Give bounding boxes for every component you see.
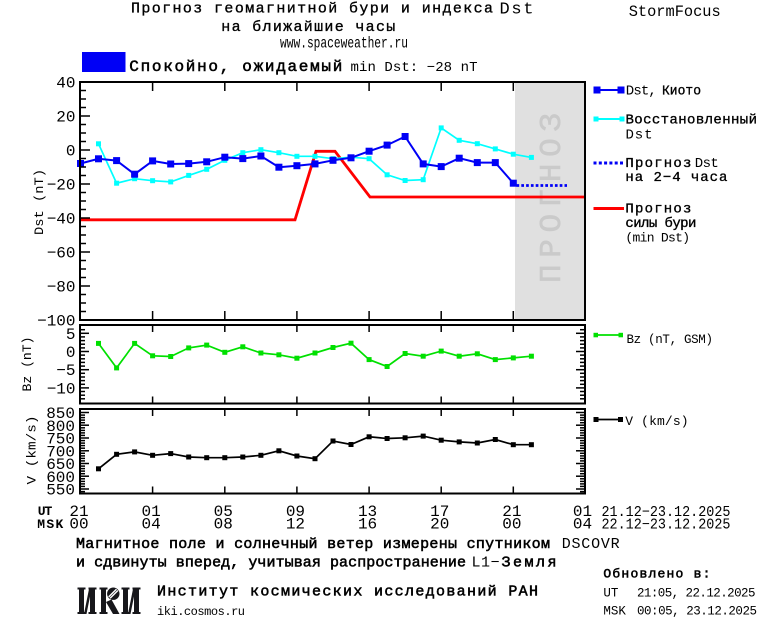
svg-text:12: 12 bbox=[286, 516, 305, 534]
svg-text:Обновлено в:: Обновлено в: bbox=[603, 566, 710, 581]
svg-text:силы бури: силы бури bbox=[625, 215, 696, 232]
svg-text:min Dst: −28 nT: min Dst: −28 nT bbox=[351, 60, 478, 76]
svg-text:750: 750 bbox=[46, 431, 75, 449]
svg-text:на ближайшие часы: на ближайшие часы bbox=[221, 19, 395, 36]
svg-text:700: 700 bbox=[46, 443, 75, 461]
svg-text:20: 20 bbox=[430, 516, 449, 534]
svg-text:600: 600 bbox=[46, 469, 75, 487]
svg-text:Прогноз геомагнитной бури и ин: Прогноз геомагнитной бури и индекса bbox=[131, 1, 493, 18]
svg-text:(min Dst): (min Dst) bbox=[625, 230, 690, 245]
svg-text:Bz (nT): Bz (nT) bbox=[20, 337, 35, 392]
svg-text:21.12−23.12.2025: 21.12−23.12.2025 bbox=[602, 505, 731, 521]
svg-text:Dst: Dst bbox=[500, 1, 534, 20]
svg-text:650: 650 bbox=[46, 456, 75, 474]
svg-text:21:05, 22.12.2025: 21:05, 22.12.2025 bbox=[637, 586, 756, 600]
svg-text:850: 850 bbox=[46, 405, 75, 423]
svg-text:Dst: Dst bbox=[626, 127, 653, 143]
svg-text:Dst (nT): Dst (nT) bbox=[32, 169, 47, 235]
svg-text:00: 00 bbox=[69, 516, 88, 534]
svg-text:−100: −100 bbox=[37, 313, 75, 331]
svg-text:iki.cosmos.ru: iki.cosmos.ru bbox=[157, 605, 245, 619]
svg-text:Прогноз: Прогноз bbox=[625, 201, 691, 217]
svg-text:0: 0 bbox=[66, 344, 76, 362]
svg-text:04: 04 bbox=[573, 516, 592, 534]
svg-text:Dst: Dst bbox=[695, 156, 719, 172]
svg-text:−60: −60 bbox=[47, 245, 76, 263]
svg-text:5: 5 bbox=[66, 326, 76, 344]
svg-text:L1−: L1− bbox=[472, 555, 500, 572]
svg-text:08: 08 bbox=[214, 516, 233, 534]
svg-text:Dst,: Dst, bbox=[626, 84, 657, 100]
svg-text:Магнитное поле и солнечный вет: Магнитное поле и солнечный ветер измерен… bbox=[76, 536, 550, 553]
svg-text:22.12−23.12.2025: 22.12−23.12.2025 bbox=[602, 518, 731, 534]
svg-text:UT: UT bbox=[603, 586, 619, 600]
svg-text:800: 800 bbox=[46, 418, 75, 436]
svg-text:20: 20 bbox=[56, 109, 75, 127]
svg-text:и сдвинуты вперед, учитывая ра: и сдвинуты вперед, учитывая распростране… bbox=[76, 555, 466, 572]
svg-text:01: 01 bbox=[573, 503, 592, 521]
svg-text:21: 21 bbox=[69, 503, 88, 521]
svg-text:−40: −40 bbox=[47, 211, 76, 229]
svg-text:DSCOVR: DSCOVR bbox=[562, 536, 620, 553]
svg-text:MSK: MSK bbox=[603, 605, 626, 619]
svg-text:00: 00 bbox=[502, 516, 521, 534]
svg-text:Прогноз: Прогноз bbox=[625, 156, 691, 172]
svg-text:−20: −20 bbox=[47, 177, 76, 195]
svg-text:16: 16 bbox=[358, 516, 377, 534]
svg-text:550: 550 bbox=[46, 482, 75, 500]
svg-text:40: 40 bbox=[56, 75, 75, 93]
svg-text:www.spaceweather.ru: www.spaceweather.ru bbox=[280, 35, 408, 53]
svg-text:Спокойно, ожидаемый: Спокойно, ожидаемый bbox=[129, 58, 342, 76]
svg-text:0: 0 bbox=[66, 143, 76, 161]
svg-text:00:05, 23.12.2025: 00:05, 23.12.2025 bbox=[637, 605, 757, 619]
svg-text:Земля: Земля bbox=[502, 555, 557, 572]
svg-text:Восстановленный: Восстановленный bbox=[626, 112, 758, 129]
svg-text:Киото: Киото bbox=[662, 84, 701, 100]
svg-text:04: 04 bbox=[142, 516, 161, 534]
svg-text:на 2−4 часа: на 2−4 часа bbox=[625, 170, 727, 186]
svg-text:09: 09 bbox=[286, 503, 305, 521]
svg-text:StormFocus: StormFocus bbox=[629, 3, 721, 21]
svg-text:Институт космических исследова: Институт космических исследований РАН bbox=[157, 584, 538, 601]
svg-text:UT: UT bbox=[38, 504, 53, 519]
svg-text:V (km/s): V (km/s) bbox=[625, 414, 688, 429]
svg-text:17: 17 bbox=[430, 503, 449, 521]
svg-text:21: 21 bbox=[502, 503, 521, 521]
svg-text:−5: −5 bbox=[56, 362, 75, 380]
svg-text:V (km/s): V (km/s) bbox=[25, 416, 40, 485]
svg-text:−10: −10 bbox=[47, 380, 76, 398]
svg-text:13: 13 bbox=[358, 503, 377, 521]
svg-text:−80: −80 bbox=[47, 279, 76, 297]
svg-text:MSK: MSK bbox=[37, 517, 63, 532]
svg-text:Bz (nT, GSM): Bz (nT, GSM) bbox=[627, 333, 714, 347]
svg-text:01: 01 bbox=[142, 503, 161, 521]
svg-text:05: 05 bbox=[214, 503, 233, 521]
